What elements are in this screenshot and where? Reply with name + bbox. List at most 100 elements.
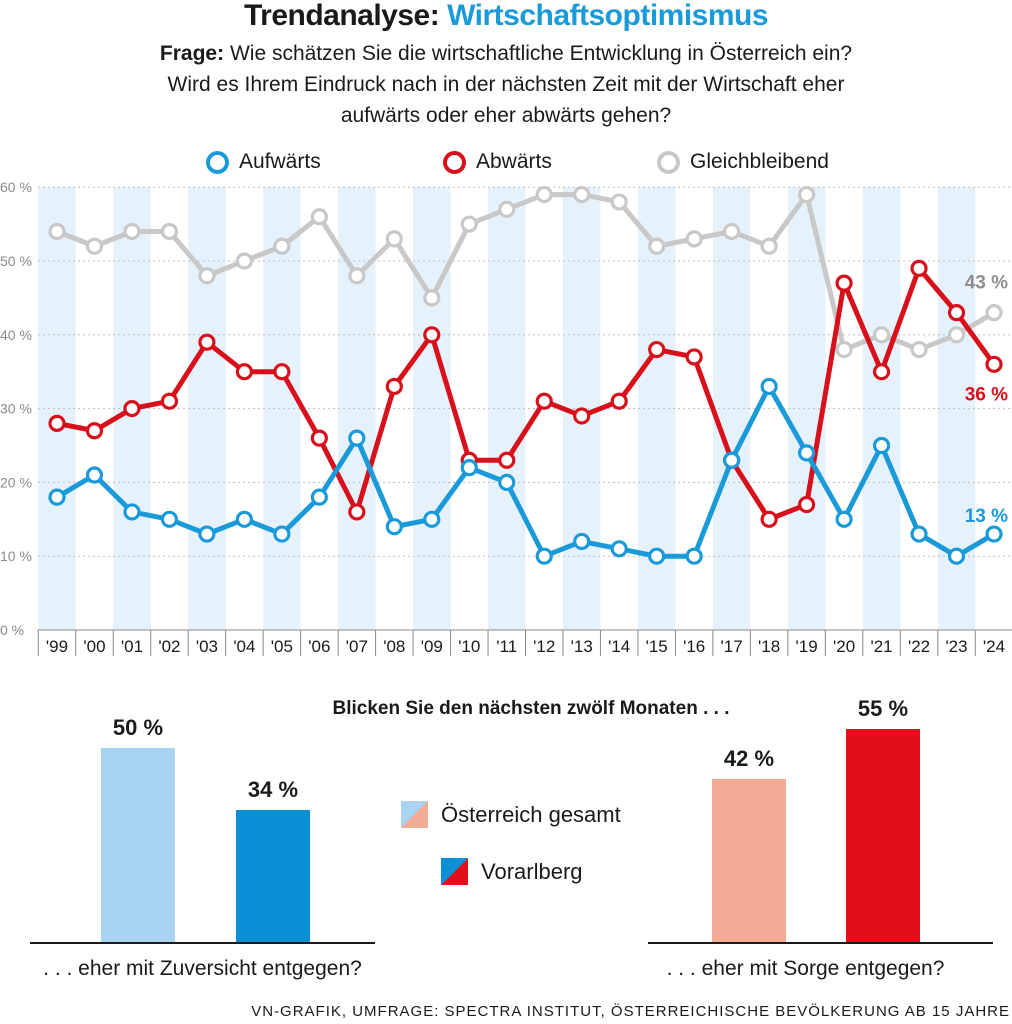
- legend-item-up: Aufwärts: [206, 148, 321, 176]
- data-point-same: [910, 340, 928, 359]
- data-point-down: [648, 340, 666, 359]
- bar-zuversicht-vorarlberg: [236, 810, 310, 942]
- legend-item-same: Gleichbleibend: [657, 148, 829, 176]
- data-point-up: [797, 444, 816, 462]
- data-point-down: [498, 451, 516, 469]
- data-point-same: [273, 237, 291, 255]
- bar-zuversicht-oesterreich: [101, 748, 175, 942]
- data-point-same: [723, 222, 741, 241]
- x-tick-label: '23: [945, 637, 967, 656]
- legend-item-down: Abwärts: [443, 148, 552, 176]
- y-tick-label: 40 %: [0, 327, 32, 343]
- x-tick-label: '03: [196, 637, 218, 656]
- data-point-same: [648, 237, 666, 255]
- x-tick-label: '99: [46, 637, 68, 656]
- question-line-1: Wie schätzen Sie die wirtschaftliche Ent…: [229, 42, 853, 65]
- legend-up-marker: [206, 150, 229, 174]
- data-point-down: [760, 510, 778, 528]
- data-point-same: [610, 193, 628, 211]
- bar-sorge-vorarlberg: [846, 728, 920, 942]
- data-point-up: [947, 547, 966, 565]
- data-point-up: [310, 488, 328, 506]
- x-tick-label: '09: [421, 637, 443, 656]
- data-point-up: [685, 547, 703, 565]
- data-point-same: [423, 289, 441, 307]
- x-tick-label: '17: [721, 637, 743, 656]
- x-tick-label: '21: [870, 637, 892, 656]
- data-point-down: [535, 392, 553, 410]
- data-point-same: [947, 326, 966, 344]
- data-point-up: [348, 429, 366, 447]
- data-point-same: [985, 304, 1003, 322]
- question-line-3: aufwärts oder eher abwärts gehen?: [340, 104, 672, 127]
- data-point-down: [310, 429, 328, 447]
- data-point-up: [385, 518, 403, 536]
- y-tick-label: 60 %: [0, 179, 32, 195]
- x-tick-label: '14: [608, 637, 630, 656]
- x-tick-label: '00: [83, 637, 105, 656]
- legend-up-label: Aufwärts: [239, 150, 321, 173]
- x-tick-label: '20: [833, 637, 855, 656]
- data-point-down: [348, 503, 366, 521]
- data-point-down: [160, 392, 179, 410]
- x-tick-label: '15: [646, 637, 668, 656]
- title-accent: Wirtschaftsoptimismus: [447, 0, 769, 32]
- x-tick-label: '24: [983, 637, 1005, 656]
- data-point-down: [985, 355, 1003, 373]
- bar-zuversicht-vorarlberg-label: 34 %: [247, 777, 299, 803]
- data-point-same: [310, 208, 328, 226]
- x-tick-label: '06: [308, 637, 330, 656]
- question-line-2: Wird es Ihrem Eindruck nach in der nächs…: [167, 73, 845, 96]
- y-tick-label: 30 %: [0, 401, 32, 417]
- bar-sorge-oesterreich-label: 42 %: [723, 746, 775, 772]
- data-point-same: [760, 237, 778, 255]
- data-point-down: [235, 363, 253, 381]
- data-point-same: [85, 237, 104, 255]
- bar-legend-oesterreich-label: Österreich gesamt: [441, 801, 621, 827]
- data-point-down: [573, 407, 591, 425]
- data-point-up: [235, 510, 253, 528]
- data-point-down: [685, 348, 703, 366]
- data-point-same: [348, 267, 366, 285]
- data-point-down: [947, 304, 966, 322]
- data-point-down: [198, 333, 216, 351]
- data-point-up: [273, 525, 291, 543]
- data-point-up: [123, 503, 141, 521]
- end-label-down: 36 %: [965, 384, 1008, 405]
- data-point-up: [910, 525, 928, 543]
- data-point-up: [872, 436, 891, 455]
- x-tick-label: '07: [346, 637, 368, 656]
- trend-line-chart: 0 % 10 % 20 % 30 % 40 % 50 % 60 % '99 '00 '01 '02 '…: [0, 179, 1012, 656]
- data-point-down: [835, 274, 853, 292]
- data-point-same: [535, 185, 553, 204]
- data-point-same: [573, 185, 591, 204]
- question-text: Frage: Wie schätzen Sie die wirtschaftli…: [100, 38, 912, 131]
- swatch-oesterreich: [401, 801, 428, 828]
- bar-chart-title: Blicken Sie den nächsten zwölf Monaten .…: [332, 698, 730, 719]
- y-tick-label: 0 %: [0, 622, 24, 638]
- data-point-same: [872, 326, 891, 344]
- data-point-down: [48, 414, 66, 432]
- data-point-same: [460, 215, 478, 233]
- bar-baseline-right: [648, 942, 993, 944]
- bar-sorge-oesterreich: [712, 779, 786, 942]
- swatch-vorarlberg: [441, 858, 468, 885]
- x-tick-label: '05: [271, 637, 293, 656]
- legend-down-label: Abwärts: [476, 150, 552, 173]
- caption-zuversicht: . . . eher mit Zuversicht entgegen?: [43, 957, 362, 980]
- data-point-down: [610, 392, 628, 410]
- source-credit: VN-GRAFIK, UMFRAGE: SPECTRA INSTITUT, ÖS…: [251, 1003, 1010, 1020]
- data-point-up: [610, 540, 628, 558]
- bar-legend-vorarlberg: Vorarlberg: [441, 858, 583, 885]
- legend-same-marker: [657, 150, 680, 174]
- page-title: Trendanalyse: Wirtschaftsoptimismus: [0, 0, 1012, 34]
- y-tick-label: 50 %: [0, 253, 32, 269]
- data-point-down: [872, 363, 891, 381]
- data-point-down: [910, 259, 928, 277]
- end-label-up: 13 %: [965, 506, 1008, 527]
- data-point-up: [835, 510, 853, 528]
- data-point-down: [85, 422, 104, 440]
- data-point-up: [160, 510, 179, 528]
- bar-sorge-vorarlberg-label: 55 %: [857, 695, 909, 721]
- data-point-up: [760, 377, 778, 396]
